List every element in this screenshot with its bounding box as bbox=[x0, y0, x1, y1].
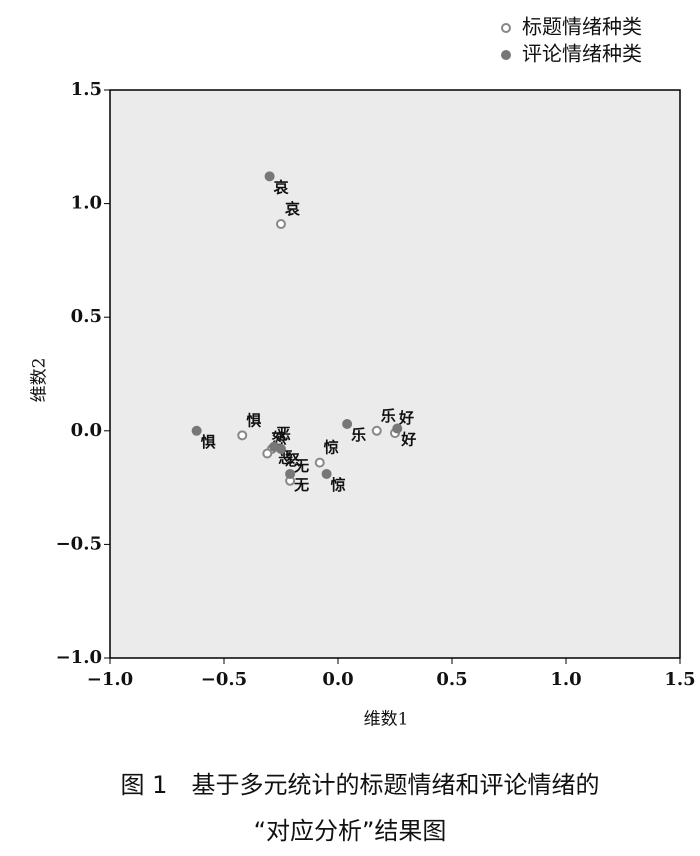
point-label: 无 bbox=[293, 457, 309, 475]
point-label: 哀 bbox=[274, 178, 289, 196]
y-tick-label: 1.5 bbox=[71, 79, 102, 100]
point bbox=[285, 468, 296, 479]
caption-line: “对应分析”结果图 bbox=[254, 817, 447, 845]
y-tick-label: 1.0 bbox=[71, 193, 102, 214]
point bbox=[276, 219, 286, 230]
point bbox=[262, 448, 273, 459]
y-tick-label: 0.5 bbox=[71, 306, 102, 327]
point-label: 恶 bbox=[276, 425, 291, 443]
caption-line: 图 1 基于多元统计的标题情绪和评论情绪的 bbox=[121, 771, 600, 799]
point bbox=[276, 443, 286, 454]
point-label: 惧 bbox=[246, 411, 261, 429]
x-tick-label: 0.5 bbox=[436, 669, 467, 690]
point-label: 乐 bbox=[351, 426, 366, 444]
point bbox=[264, 171, 275, 182]
point-label: 好 bbox=[398, 409, 414, 427]
point bbox=[191, 425, 202, 436]
point-label: 无 bbox=[293, 476, 309, 494]
point-label: 乐 bbox=[381, 407, 396, 425]
y-axis-title: 维数2 bbox=[30, 358, 50, 403]
legend-label: 评论情绪种类 bbox=[522, 42, 642, 66]
point-label: 惊 bbox=[331, 476, 346, 494]
plot-area bbox=[109, 89, 681, 659]
y-tick-label: 0.0 bbox=[71, 420, 102, 441]
x-tick-label: −1.0 bbox=[87, 669, 133, 690]
x-tick-label: −0.5 bbox=[201, 669, 247, 690]
legend-marker bbox=[501, 50, 511, 60]
x-tick-label: 1.0 bbox=[550, 669, 581, 690]
point-label: 好 bbox=[400, 431, 416, 449]
legend-label: 标题情绪种类 bbox=[522, 15, 642, 39]
point bbox=[342, 418, 353, 429]
point bbox=[371, 425, 382, 436]
y-tick-label: −1.0 bbox=[56, 647, 102, 668]
point bbox=[237, 430, 248, 441]
x-tick-label: 0.0 bbox=[322, 669, 353, 690]
point-label: 惧 bbox=[201, 433, 216, 451]
point bbox=[392, 423, 403, 434]
point-label: 怒 bbox=[285, 451, 300, 469]
point bbox=[314, 457, 325, 468]
x-axis-title: 维数1 bbox=[364, 710, 409, 730]
legend-marker bbox=[501, 23, 511, 33]
x-tick-label: 1.5 bbox=[664, 669, 695, 690]
point-label: 惊 bbox=[324, 439, 339, 457]
point bbox=[321, 468, 332, 479]
y-tick-label: −0.5 bbox=[56, 533, 102, 554]
point-label: 哀 bbox=[285, 200, 300, 218]
